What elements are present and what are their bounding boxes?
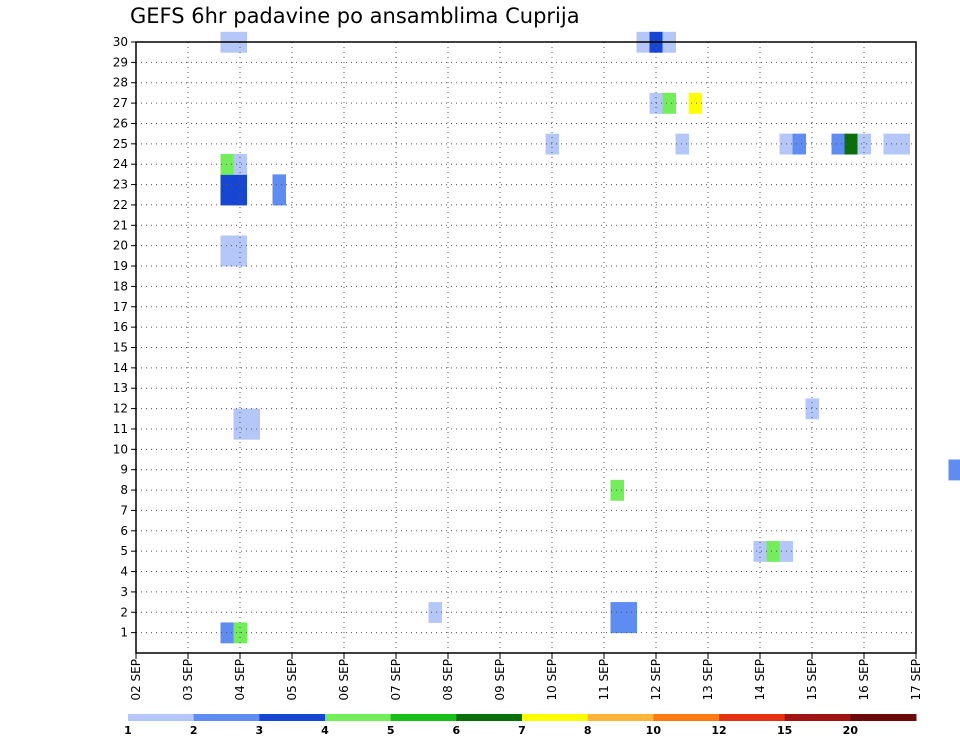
y-tick-label: 25 <box>113 137 128 151</box>
legend-swatch <box>850 714 917 721</box>
x-tick-label: 13 SEP <box>701 659 715 701</box>
legend-label: 3 <box>256 724 264 737</box>
x-tick-label: 07 SEP <box>389 659 403 701</box>
y-tick-label: 1 <box>120 626 128 640</box>
x-tick-label: 09 SEP <box>493 659 507 701</box>
legend-label: 1 <box>124 724 132 737</box>
legend-label: 8 <box>584 724 592 737</box>
legend-label: 6 <box>453 724 461 737</box>
data-cell <box>246 408 260 430</box>
y-tick-label: 5 <box>120 544 128 558</box>
data-cell <box>220 154 234 175</box>
legend-label: 4 <box>321 724 329 737</box>
data-cell <box>857 133 871 155</box>
data-cell <box>662 92 676 114</box>
y-tick-label: 18 <box>113 279 128 293</box>
legend-swatch <box>325 714 392 721</box>
data-cell <box>610 612 624 634</box>
x-tick-label: 08 SEP <box>441 659 455 701</box>
x-tick-label: 16 SEP <box>857 659 871 701</box>
x-tick-label: 02 SEP <box>129 659 143 701</box>
legend-swatch <box>259 714 326 721</box>
y-tick-label: 12 <box>113 402 128 416</box>
x-tick-label: 05 SEP <box>285 659 299 701</box>
y-tick-label: 29 <box>113 55 128 69</box>
legend-label: 15 <box>777 724 792 737</box>
x-tick-label: 12 SEP <box>649 659 663 701</box>
y-tick-label: 9 <box>120 463 128 477</box>
data-cell <box>545 133 559 155</box>
legend-label: 5 <box>387 724 395 737</box>
legend-swatch <box>390 714 457 721</box>
legend-swatch <box>128 714 195 721</box>
y-tick-label: 19 <box>113 259 128 273</box>
data-cell <box>220 174 234 196</box>
x-tick-label: 06 SEP <box>337 659 351 701</box>
y-tick-label: 6 <box>120 524 128 538</box>
y-tick-label: 22 <box>113 198 128 212</box>
y-tick-label: 28 <box>113 76 128 90</box>
data-cell <box>883 133 897 155</box>
legend-label: 2 <box>190 724 198 737</box>
legend-swatch <box>456 714 523 721</box>
y-tick-label: 2 <box>120 605 128 619</box>
data-cell <box>233 408 247 430</box>
legend-swatch <box>587 714 654 721</box>
data-cell <box>233 174 247 196</box>
legend-swatch <box>522 714 589 721</box>
y-tick-label: 21 <box>113 218 128 232</box>
data-cell <box>753 540 767 562</box>
y-tick-label: 7 <box>120 503 128 517</box>
x-tick-label: 11 SEP <box>597 659 611 701</box>
x-tick-label: 03 SEP <box>181 659 195 701</box>
y-tick-label: 11 <box>113 422 128 436</box>
data-cell <box>766 540 780 562</box>
legend-label: 12 <box>711 724 726 737</box>
x-tick-label: 14 SEP <box>753 659 767 701</box>
y-tick-label: 17 <box>113 300 128 314</box>
data-cell <box>831 133 845 155</box>
data-cell <box>220 622 234 644</box>
y-tick-label: 14 <box>113 361 128 375</box>
legend-swatch <box>784 714 851 721</box>
y-tick-label: 26 <box>113 116 128 130</box>
data-cell <box>610 479 624 501</box>
data-cell <box>220 235 234 257</box>
x-tick-label: 04 SEP <box>233 659 247 701</box>
y-tick-label: 24 <box>113 157 128 171</box>
y-tick-label: 4 <box>120 565 128 579</box>
y-tick-label: 16 <box>113 320 128 334</box>
y-tick-label: 23 <box>113 178 128 192</box>
data-cell <box>896 133 910 155</box>
data-cell <box>792 133 806 155</box>
data-cell <box>428 602 442 623</box>
y-tick-label: 3 <box>120 585 128 599</box>
x-tick-label: 15 SEP <box>805 659 819 701</box>
data-cell <box>623 612 637 634</box>
data-cell <box>233 235 247 257</box>
data-cell <box>675 133 689 155</box>
data-cell <box>233 154 247 175</box>
y-tick-label: 30 <box>113 35 128 49</box>
legend-label: 20 <box>843 724 859 737</box>
data-cell <box>272 174 286 196</box>
data-cell <box>805 398 819 420</box>
data-cell <box>948 459 960 481</box>
y-tick-label: 27 <box>113 96 128 110</box>
legend-label: 10 <box>646 724 662 737</box>
legend-swatch <box>719 714 786 721</box>
legend-swatch <box>653 714 720 721</box>
chart-title: GEFS 6hr padavine po ansamblima Cuprija <box>130 4 580 28</box>
legend-label: 7 <box>518 724 526 737</box>
x-tick-label: 17 SEP <box>909 659 923 701</box>
y-tick-label: 10 <box>113 442 128 456</box>
y-tick-label: 15 <box>113 341 128 355</box>
x-tick-label: 10 SEP <box>545 659 559 701</box>
data-cell <box>688 92 702 114</box>
y-tick-label: 8 <box>120 483 128 497</box>
y-tick-label: 13 <box>113 381 128 395</box>
y-tick-label: 20 <box>113 239 128 253</box>
legend-swatch <box>193 714 260 721</box>
